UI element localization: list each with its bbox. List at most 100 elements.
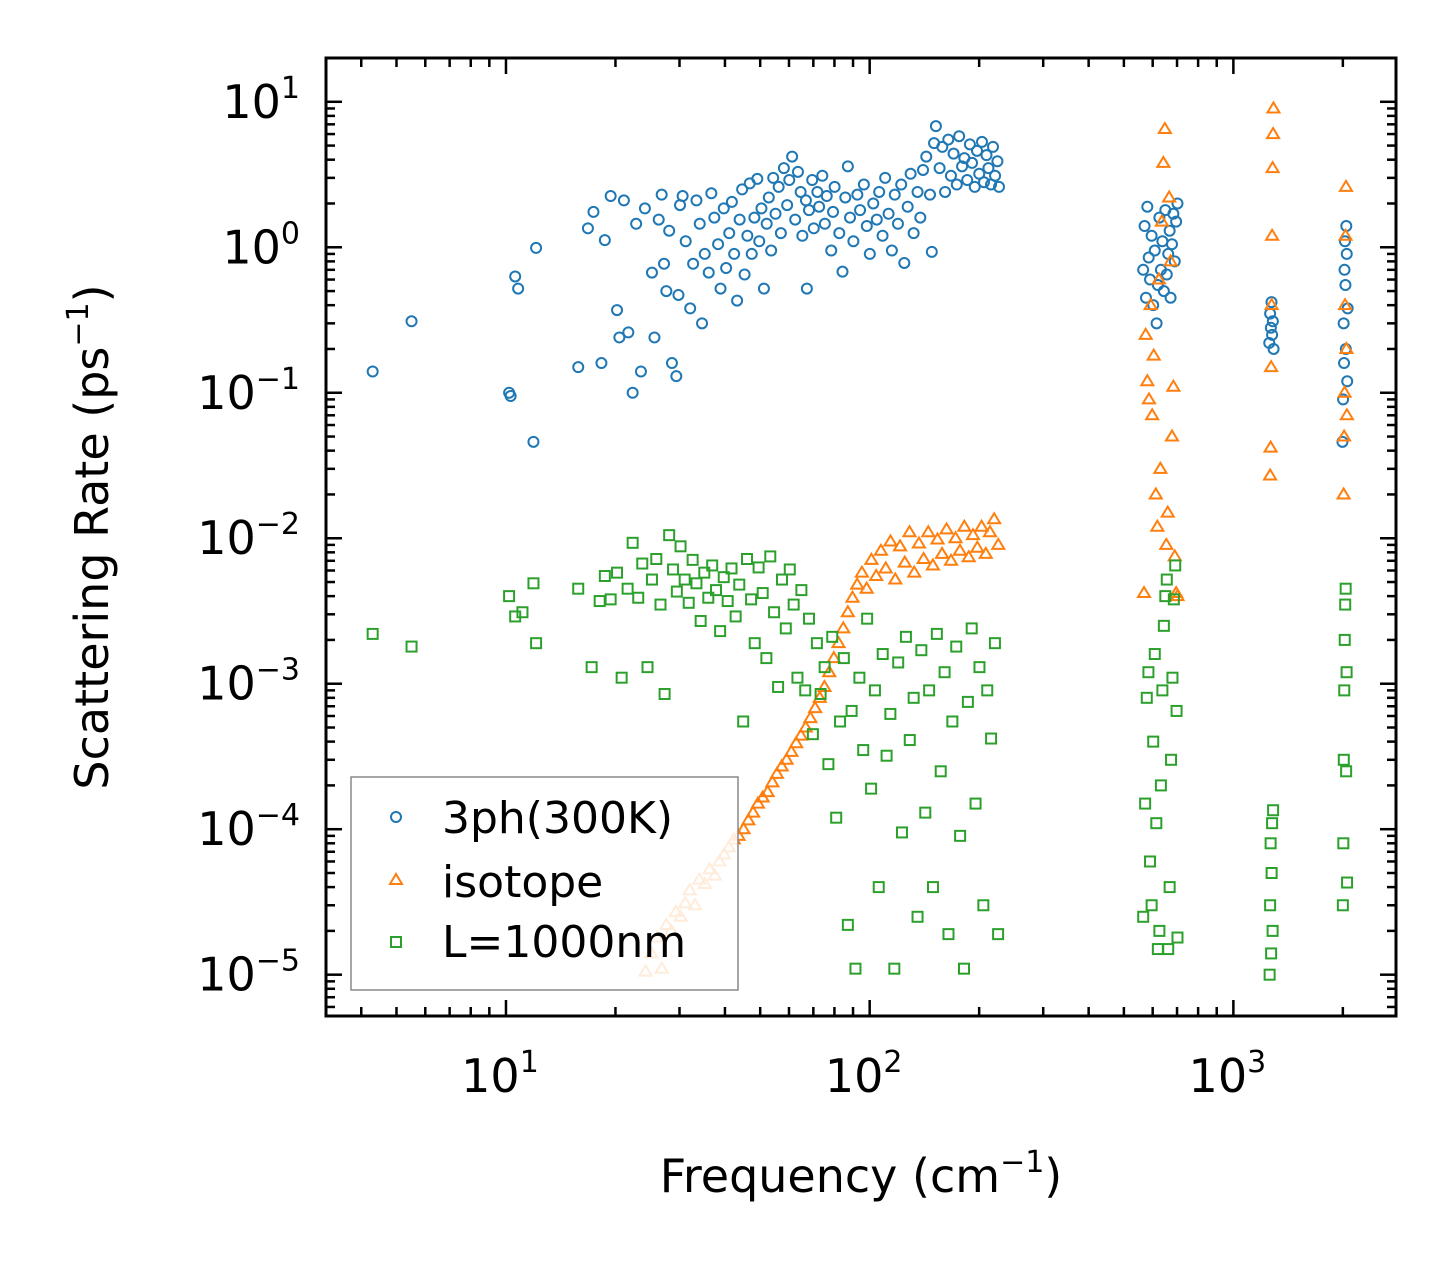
point-1-85 xyxy=(1151,271,1167,285)
point-0-113 xyxy=(901,200,914,213)
legend-marker-isotope xyxy=(388,872,404,885)
point-2-128 xyxy=(1166,671,1179,684)
point-0-1 xyxy=(405,315,418,328)
point-0-181 xyxy=(1336,435,1349,448)
point-0-48 xyxy=(723,227,736,240)
point-2-80 xyxy=(884,707,897,720)
point-1-79 xyxy=(1141,391,1157,405)
point-2-86 xyxy=(907,691,920,704)
point-0-53 xyxy=(736,183,749,196)
point-0-18 xyxy=(626,386,639,399)
point-0-51 xyxy=(731,294,744,307)
point-1-44 xyxy=(849,576,865,590)
point-2-101 xyxy=(965,622,978,635)
point-0-57 xyxy=(745,247,758,260)
point-2-114 xyxy=(1145,899,1158,912)
y-axis-label: Scattering Rate (ps−1) xyxy=(61,284,119,789)
point-0-137 xyxy=(968,180,981,193)
point-0-10 xyxy=(587,205,600,218)
point-2-120 xyxy=(1154,779,1167,792)
point-1-89 xyxy=(1157,121,1173,135)
point-1-58 xyxy=(915,551,932,564)
point-2-71 xyxy=(849,962,862,975)
point-1-21 xyxy=(740,812,757,826)
point-2-72 xyxy=(853,671,866,684)
point-0-138 xyxy=(971,144,984,157)
point-1-104 xyxy=(1264,160,1281,174)
point-2-54 xyxy=(783,563,796,576)
point-0-105 xyxy=(876,229,889,242)
point-0-126 xyxy=(939,185,952,198)
point-2-26 xyxy=(674,540,687,553)
point-2-16 xyxy=(632,591,645,604)
point-2-146 xyxy=(1339,598,1352,611)
point-0-148 xyxy=(993,180,1006,193)
point-1-105 xyxy=(1265,126,1281,140)
point-0-26 xyxy=(658,257,671,270)
point-1-75 xyxy=(990,536,1007,550)
point-1-31 xyxy=(788,735,804,749)
point-2-45 xyxy=(748,637,761,650)
series-0 xyxy=(366,120,1354,448)
point-1-20 xyxy=(735,821,752,835)
point-2-122 xyxy=(1157,619,1170,632)
point-0-44 xyxy=(712,238,725,251)
point-1-87 xyxy=(1154,213,1170,227)
point-0-173 xyxy=(1171,197,1184,210)
point-1-76 xyxy=(1136,585,1152,599)
point-1-47 xyxy=(863,551,880,565)
point-1-71 xyxy=(973,518,990,532)
point-0-150 xyxy=(1138,220,1151,233)
point-0-123 xyxy=(929,120,942,133)
point-0-31 xyxy=(672,288,685,301)
point-1-106 xyxy=(1265,100,1282,114)
point-0-55 xyxy=(741,229,754,242)
point-0-7 xyxy=(530,241,543,254)
point-0-47 xyxy=(720,262,733,275)
point-2-17 xyxy=(636,557,649,570)
point-0-66 xyxy=(767,171,780,184)
point-0-184 xyxy=(1338,357,1351,370)
point-2-110 xyxy=(1139,797,1152,810)
point-0-117 xyxy=(914,211,927,224)
point-0-145 xyxy=(986,140,999,153)
point-2-67 xyxy=(834,715,847,728)
point-2-79 xyxy=(880,749,893,762)
point-0-4 xyxy=(509,270,522,283)
point-1-45 xyxy=(854,564,870,578)
point-0-75 xyxy=(791,165,804,178)
point-1-63 xyxy=(938,521,955,535)
point-0-111 xyxy=(895,178,908,191)
point-0-143 xyxy=(982,162,995,175)
point-0-73 xyxy=(786,150,799,163)
point-2-123 xyxy=(1159,590,1172,603)
point-1-56 xyxy=(906,564,923,578)
point-2-65 xyxy=(826,630,839,643)
point-1-111 xyxy=(1337,227,1354,241)
point-2-137 xyxy=(1265,866,1278,879)
point-0-157 xyxy=(1148,244,1161,257)
point-0-112 xyxy=(898,256,911,269)
point-1-54 xyxy=(897,554,913,568)
point-0-191 xyxy=(1341,375,1354,388)
point-2-133 xyxy=(1263,968,1276,981)
point-2-40 xyxy=(729,610,742,623)
point-2-28 xyxy=(682,596,695,609)
point-2-92 xyxy=(930,627,943,640)
point-0-151 xyxy=(1139,291,1152,304)
point-2-119 xyxy=(1153,924,1166,937)
point-0-160 xyxy=(1153,211,1166,224)
point-0-74 xyxy=(789,213,802,226)
point-2-117 xyxy=(1150,817,1163,830)
point-0-94 xyxy=(841,160,854,173)
point-1-78 xyxy=(1139,373,1156,387)
point-1-102 xyxy=(1263,297,1280,311)
point-0-72 xyxy=(783,174,796,187)
point-0-180 xyxy=(1267,342,1280,355)
point-0-11 xyxy=(595,357,608,370)
point-0-142 xyxy=(980,149,993,162)
legend-box xyxy=(350,776,739,991)
point-0-140 xyxy=(975,135,988,148)
point-2-91 xyxy=(926,881,939,894)
legend-label-l1000: L=1000nm xyxy=(442,917,686,968)
